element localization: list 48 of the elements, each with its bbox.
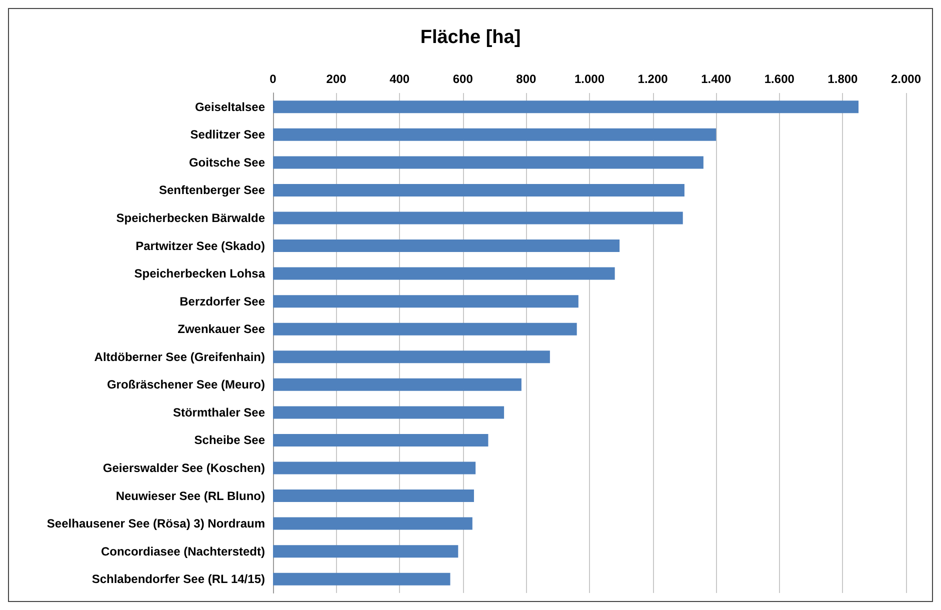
bar	[273, 322, 577, 336]
y-tick-label: Speicherbecken Bärwalde	[116, 211, 266, 225]
bar	[273, 156, 704, 169]
x-tick-label: 1.600	[764, 72, 795, 86]
y-tick-label: Neuwieser See (RL Bluno)	[116, 488, 265, 503]
y-tick-label: Geierswalder See (Koschen)	[102, 461, 265, 475]
bar	[273, 184, 684, 196]
bar	[273, 572, 450, 586]
y-tick-label: Zwenkauer See	[178, 322, 266, 336]
x-tick-label: 1.800	[828, 72, 858, 86]
bar	[273, 517, 472, 530]
y-tick-label: Scheibe See	[194, 433, 266, 448]
bar	[273, 350, 550, 364]
y-tick-label: Concordiasee (Nachterstedt)	[100, 544, 265, 558]
y-tick-label: Geiseltalsee	[194, 100, 266, 114]
x-tick-label: 800	[516, 72, 537, 86]
y-tick-label: Berzdorfer See	[180, 294, 266, 308]
y-tick-label: Sedlitzer See	[190, 128, 266, 142]
bar	[273, 406, 504, 419]
y-tick-label: Großräschener See (Meuro)	[106, 378, 265, 392]
y-tick-label: Schlabendorfer See (RL 14/15)	[92, 572, 265, 586]
bar	[273, 545, 458, 558]
x-tick-label: 400	[390, 72, 410, 86]
x-tick-label: 1.400	[701, 72, 732, 86]
x-tick-label: 2.000	[890, 72, 922, 86]
y-tick-label: Speicherbecken Lohsa	[134, 266, 266, 281]
y-tick-label: Seelhausener See (Rösa) 3) Nordraum	[46, 516, 265, 531]
x-tick-label: 1.000	[574, 72, 605, 86]
chart-title: Fläche [ha]	[420, 27, 521, 48]
bar	[273, 240, 620, 252]
y-tick-label: Altdöberner See (Greifenhain)	[94, 350, 265, 364]
bar	[273, 462, 476, 474]
y-tick-label: Goitsche See	[188, 155, 266, 170]
bar	[273, 212, 683, 224]
y-tick-label: Senftenberger See	[158, 183, 266, 198]
bar	[273, 100, 859, 114]
x-tick-label: 600	[452, 72, 474, 86]
bar	[273, 295, 578, 308]
bar	[273, 128, 716, 141]
y-tick-label: Störmthaler See	[172, 405, 266, 420]
bar	[273, 434, 488, 446]
y-tick-label: Partwitzer See (Skado)	[136, 238, 266, 253]
x-tick-label: 0	[270, 72, 277, 86]
bar	[273, 267, 615, 280]
x-tick-label: 1.200	[638, 72, 668, 86]
bar	[273, 490, 474, 502]
bar	[273, 378, 522, 391]
x-tick-label: 200	[326, 72, 347, 86]
